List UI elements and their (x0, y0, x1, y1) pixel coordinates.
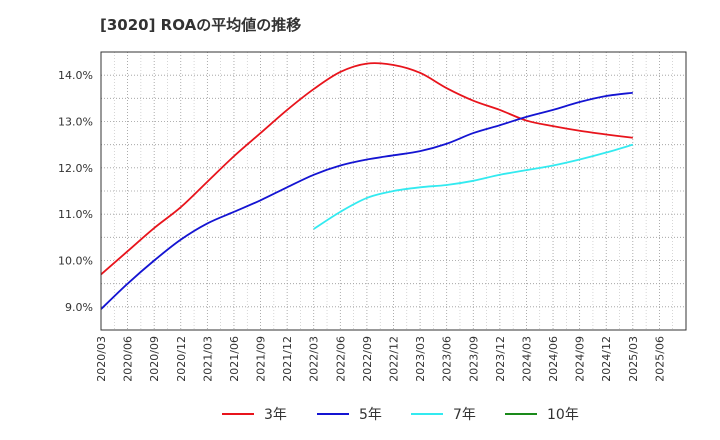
x-tick-label: 2021/06 (228, 336, 241, 382)
x-tick-label: 2021/12 (281, 336, 294, 382)
legend-label: 10年 (547, 407, 579, 423)
x-tick-label: 2020/12 (175, 336, 188, 382)
y-tick-label: 14.0% (58, 69, 93, 82)
x-tick-label: 2022/09 (361, 336, 374, 382)
series-lines (100, 62, 634, 310)
x-tick-label: 2023/03 (414, 336, 427, 382)
legend: 3年 5年 7年 10年 (222, 407, 579, 423)
y-tick-label: 10.0% (58, 255, 93, 268)
x-tick-label: 2023/06 (441, 336, 454, 382)
x-tick-label: 2025/03 (627, 336, 640, 382)
grid-lines (101, 52, 686, 330)
y-tick-label: 13.0% (58, 116, 93, 129)
x-tick-label: 2022/06 (334, 336, 347, 382)
x-tick-label: 2023/12 (494, 336, 507, 382)
y-tick-label: 9.0% (65, 301, 93, 314)
series-line-5年 (100, 91, 633, 310)
series-line-7年 (313, 143, 634, 230)
x-tick-label: 2024/09 (574, 336, 587, 382)
plot-frame (100, 51, 687, 331)
x-tick-label: 2022/03 (308, 336, 321, 382)
x-tick-label: 2024/06 (547, 336, 560, 382)
legend-label: 7年 (453, 407, 476, 423)
y-axis-ticks: 9.0% 10.0% 11.0% 12.0% 13.0% 14.0% (58, 69, 93, 314)
x-tick-label: 2021/09 (255, 336, 268, 382)
x-tick-label: 2020/03 (95, 336, 108, 382)
x-tick-label: 2020/06 (122, 336, 135, 382)
x-tick-label: 2022/12 (388, 336, 401, 382)
legend-label: 3年 (264, 407, 287, 423)
x-tick-label: 2023/09 (467, 336, 480, 382)
x-tick-label: 2020/09 (148, 336, 161, 382)
x-tick-label: 2021/03 (201, 336, 214, 382)
x-axis-ticks: 2020/03 2020/06 2020/09 2020/12 2021/03 2021/… (95, 336, 666, 382)
x-tick-label: 2024/03 (520, 336, 533, 382)
series-line-3年 (100, 62, 633, 276)
legend-label: 5年 (359, 407, 382, 423)
chart-title: [3020] ROAの平均値の推移 (100, 16, 302, 34)
y-tick-label: 11.0% (58, 208, 93, 221)
x-tick-label: 2025/06 (653, 336, 666, 382)
y-tick-label: 12.0% (58, 162, 93, 175)
x-tick-label: 2024/12 (600, 336, 613, 382)
